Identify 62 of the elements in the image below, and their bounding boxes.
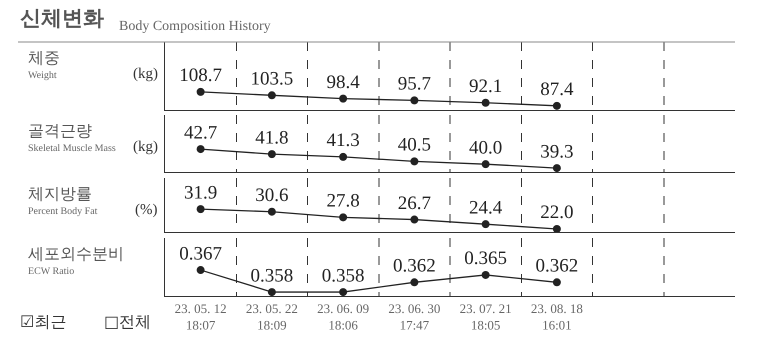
data-label: 31.9: [184, 182, 218, 204]
point: [410, 278, 418, 286]
data-label: 0.358: [250, 265, 294, 286]
data-label: 0.358: [322, 265, 365, 286]
text: 골격근량 Skeletal Muscle Mass (kg): [28, 121, 158, 155]
data-label: 39.3: [540, 141, 574, 162]
x-tick-label: 23. 06. 09 18:06: [317, 300, 370, 333]
point: [268, 288, 276, 296]
data-label: 24.4: [469, 197, 503, 218]
point: [482, 98, 490, 107]
data-label: 27.8: [326, 190, 360, 212]
point: [410, 157, 418, 166]
data-label: 103.5: [250, 68, 294, 90]
data-label: 0.362: [393, 256, 436, 277]
point: [482, 270, 490, 279]
data-label: 87.4: [540, 79, 574, 100]
point: [410, 96, 418, 104]
x-tick-label: 23. 05. 12 18:07: [174, 300, 227, 333]
point: [196, 88, 205, 96]
text: 체지방률 Percent Body Fat (%): [28, 184, 158, 218]
data-label: 0.362: [536, 256, 578, 277]
chart-title: 신체변화: [20, 6, 104, 30]
point: [339, 152, 348, 161]
x-tick-label: 23. 06. 30 17:47: [388, 300, 440, 333]
text: ☑최근: [20, 312, 66, 331]
point: [196, 205, 205, 214]
text: 체중 Weight (kg): [28, 48, 158, 82]
data-label: 108.7: [179, 65, 222, 86]
data-label: 0.367: [179, 243, 222, 264]
data-label: 30.6: [255, 184, 289, 206]
text: □전체: [104, 312, 152, 331]
data-label: 40.0: [469, 137, 502, 158]
point: [410, 216, 418, 224]
data-label: 92.1: [469, 76, 502, 97]
point: [482, 220, 490, 228]
data-label: 40.5: [398, 134, 432, 156]
x-tick-label: 23. 05. 22 18:09: [246, 300, 298, 333]
point: [339, 94, 348, 103]
data-label: 26.7: [398, 192, 432, 214]
point: [552, 224, 561, 233]
point: [339, 213, 348, 222]
chart-subtitle: Body Composition History: [119, 19, 271, 34]
data-label: 0.365: [464, 248, 508, 270]
data-label: 41.3: [326, 130, 360, 152]
point: [482, 160, 490, 168]
data-label: 98.4: [326, 72, 360, 93]
point: [552, 102, 561, 110]
point: [268, 91, 276, 100]
point: [268, 208, 276, 216]
point: [268, 150, 276, 158]
y-axis-title: 세포외수분비 ECW Ratio: [28, 244, 124, 277]
data-label: 95.7: [398, 74, 432, 95]
point: [339, 288, 348, 296]
point: [196, 145, 205, 154]
x-tick-label: 23. 08. 18 16:01: [530, 300, 583, 333]
data-label: 41.8: [255, 127, 289, 148]
data-label: 42.7: [184, 122, 218, 144]
point: [196, 266, 205, 274]
point: [552, 164, 561, 172]
point: [552, 278, 561, 286]
x-tick-label: 23. 07. 21 18:05: [460, 300, 512, 333]
data-label: 22.0: [540, 202, 574, 224]
